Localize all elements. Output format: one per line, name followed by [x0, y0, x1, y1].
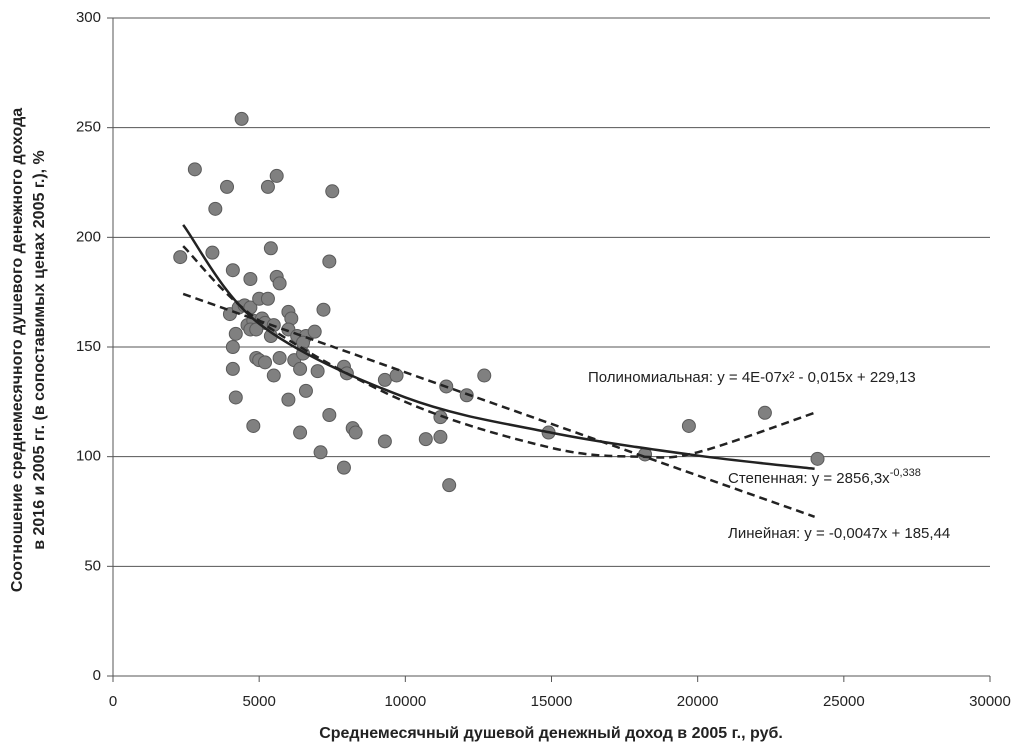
point [243, 272, 258, 287]
x-tick-label: 15000 [531, 693, 573, 710]
point [234, 111, 249, 126]
point [322, 407, 337, 422]
point [348, 425, 363, 440]
point [263, 241, 278, 256]
point [228, 390, 243, 405]
point [260, 291, 275, 306]
point [293, 361, 308, 376]
y-tick-label: 300 [76, 9, 101, 26]
trendline-label: Линейная: y = -0,0047x + 185,44 [728, 525, 950, 542]
point [442, 478, 457, 493]
trendline [182, 292, 816, 518]
x-tick-label: 0 [109, 693, 117, 710]
point [272, 350, 287, 365]
trendline-equation: Степенная: y = 2856,3x [728, 470, 890, 487]
point [272, 276, 287, 291]
trendline [182, 224, 815, 470]
point [269, 168, 284, 183]
trendline-label: Степенная: y = 2856,3x-0,338 [728, 467, 921, 487]
point [258, 355, 273, 370]
point [298, 383, 313, 398]
point [377, 372, 392, 387]
y-tick-label: 200 [76, 228, 101, 245]
x-tick-label: 10000 [384, 693, 426, 710]
point [418, 432, 433, 447]
x-tick-label: 5000 [242, 693, 275, 710]
point [266, 368, 281, 383]
y-tick-label: 0 [93, 667, 101, 684]
y-tick-label: 50 [84, 557, 101, 574]
point [187, 162, 202, 177]
point [173, 250, 188, 265]
y-tick-label: 100 [76, 448, 101, 465]
point [220, 179, 235, 194]
trendline-exponent: -0,338 [890, 467, 921, 479]
point [389, 368, 404, 383]
y-axis-title: в 2016 и 2005 гг. (в сопоставимых ценах … [31, 150, 48, 550]
point [307, 324, 322, 339]
point [205, 245, 220, 260]
point [225, 340, 240, 354]
y-tick-label: 150 [76, 338, 101, 355]
y-axis-title: Соотношение среднемесячного душевого ден… [9, 108, 26, 592]
x-axis-title: Среднемесячный душевой денежный доход в … [319, 725, 783, 742]
trendline-equation: Полиномиальная: y = 4E-07x² - 0,015x + 2… [588, 369, 916, 386]
point [293, 425, 308, 440]
point [246, 418, 261, 433]
x-tick-label: 20000 [677, 693, 719, 710]
point [810, 451, 825, 466]
point [316, 302, 331, 317]
point [757, 405, 772, 420]
x-tick-label: 30000 [969, 693, 1011, 710]
point [313, 445, 328, 460]
trendline-equation: Линейная: y = -0,0047x + 185,44 [728, 525, 950, 542]
point [681, 418, 696, 433]
point [433, 429, 448, 444]
point [336, 460, 351, 475]
point [477, 368, 492, 383]
x-tick-label: 25000 [823, 693, 865, 710]
point [325, 184, 340, 199]
point [310, 364, 325, 379]
point [377, 434, 392, 449]
point [260, 179, 275, 194]
point [281, 392, 296, 407]
point [322, 254, 337, 269]
y-tick-label: 250 [76, 119, 101, 136]
point [225, 263, 240, 278]
point [228, 326, 243, 341]
point [225, 361, 240, 376]
point [208, 201, 223, 216]
trendline-label: Полиномиальная: y = 4E-07x² - 0,015x + 2… [588, 369, 916, 386]
